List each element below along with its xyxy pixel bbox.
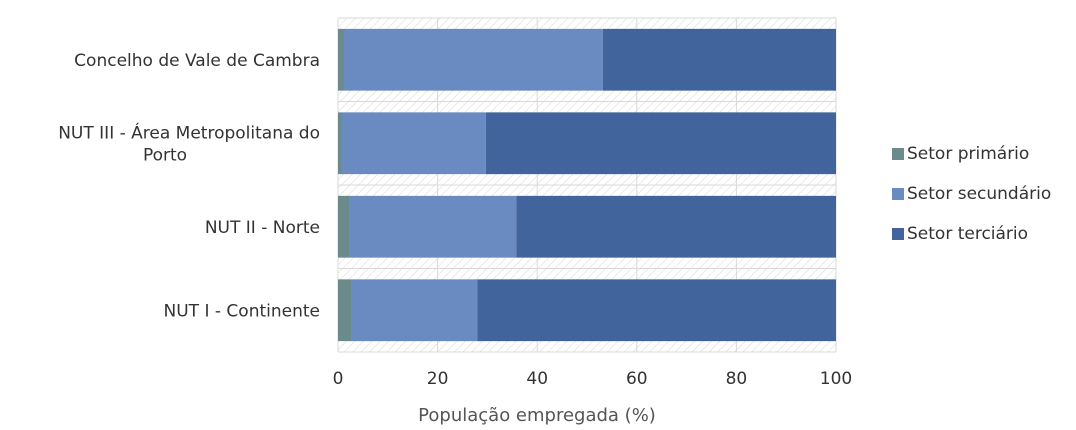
category-label: NUT III - Área Metropolitana do: [58, 121, 320, 143]
category-label: Porto: [143, 145, 187, 165]
legend-label: Setor secundário: [907, 184, 1051, 204]
x-tick-labels: 0 20 40 60 80 100: [333, 369, 853, 389]
x-tick-label: 40: [526, 369, 548, 389]
bar-segment-primary: [338, 28, 344, 91]
category-labels: Concelho de Vale de Cambra NUT III - Área…: [58, 51, 320, 322]
bars-group: [338, 28, 836, 342]
bar-segment-primary: [338, 279, 352, 342]
legend-swatch: [892, 188, 904, 200]
bar-segment-secondary: [341, 112, 486, 175]
x-tick-label: 20: [427, 369, 449, 389]
bar-segment-secondary: [351, 279, 478, 342]
legend-label: Setor primário: [907, 144, 1029, 164]
x-tick-label: 80: [726, 369, 748, 389]
x-tick-label: 100: [820, 369, 852, 389]
bar-segment-tertiary: [602, 28, 836, 91]
bar-segment-tertiary: [485, 112, 836, 175]
legend: Setor primário Setor secundário Setor terc…: [892, 144, 1051, 244]
bar-segment-secondary: [343, 28, 603, 91]
category-label: Concelho de Vale de Cambra: [74, 51, 320, 71]
category-label: NUT II - Norte: [205, 218, 320, 238]
legend-label: Setor terciário: [907, 224, 1028, 244]
bar-segment-tertiary: [477, 279, 836, 342]
category-label: NUT I - Continente: [164, 301, 320, 321]
bar-segment-primary: [338, 195, 350, 258]
bar-segment-tertiary: [516, 195, 836, 258]
x-tick-label: 60: [626, 369, 648, 389]
bar-segment-primary: [338, 112, 342, 175]
x-tick-label: 0: [333, 369, 344, 389]
bar-segment-secondary: [349, 195, 517, 258]
legend-swatch: [892, 148, 904, 160]
legend-swatch: [892, 228, 904, 240]
x-axis-title: População empregada (%): [418, 405, 656, 426]
